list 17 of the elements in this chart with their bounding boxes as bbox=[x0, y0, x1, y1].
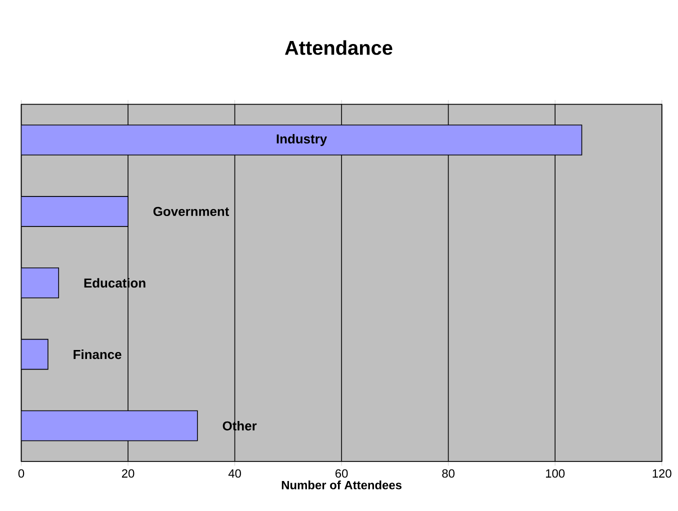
bar bbox=[21, 196, 128, 227]
bar bbox=[21, 267, 60, 298]
y-tick-label: Finance bbox=[74, 350, 122, 360]
x-tick-label: 0 bbox=[18, 469, 24, 478]
bar bbox=[21, 124, 582, 156]
x-tick-label: 80 bbox=[442, 469, 455, 478]
x-axis-title: Number of Attendees bbox=[282, 480, 402, 490]
x-tick-label: 60 bbox=[336, 469, 348, 478]
y-tick-label: Industry bbox=[276, 134, 327, 146]
bar bbox=[21, 410, 198, 442]
x-tick-label: 100 bbox=[546, 469, 565, 478]
x-tick-label: 120 bbox=[652, 469, 672, 478]
y-tick-label: Government bbox=[153, 206, 230, 216]
x-tick-label: 40 bbox=[228, 469, 241, 478]
x-tick-label: 20 bbox=[122, 469, 134, 478]
bar bbox=[21, 338, 48, 370]
chart-title: Attendance bbox=[284, 40, 392, 55]
